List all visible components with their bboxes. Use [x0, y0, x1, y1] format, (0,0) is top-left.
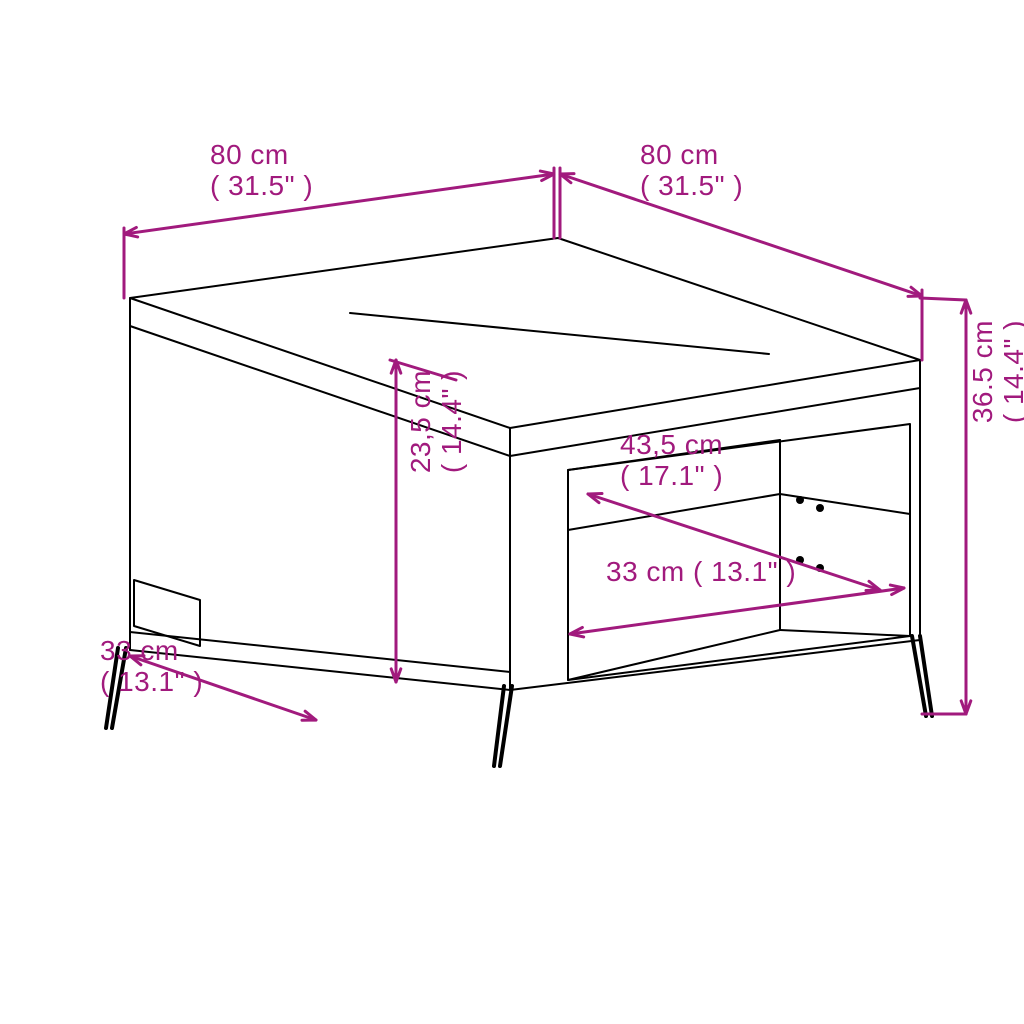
dim-depth-top: 80 cm ( 31.5" ) — [640, 140, 743, 202]
diagram-stage: 80 cm ( 31.5" ) 80 cm ( 31.5" ) 36.5 cm … — [0, 0, 1024, 1024]
dim-cubby-w-l: 33 cm ( 13.1" ) — [100, 636, 203, 698]
dim-height-total: 36.5 cm ( 14.4" ) — [968, 320, 1024, 423]
dim-cubby-w-r: 33 cm ( 13.1" ) — [606, 556, 796, 588]
dim-cubby-depth: 43,5 cm ( 17.1" ) — [620, 430, 723, 492]
dim-front-panel-h: 23,5 cm ( 14.4" ) — [406, 370, 468, 473]
dim-width-top: 80 cm ( 31.5" ) — [210, 140, 313, 202]
diagram-svg — [0, 0, 1024, 1024]
